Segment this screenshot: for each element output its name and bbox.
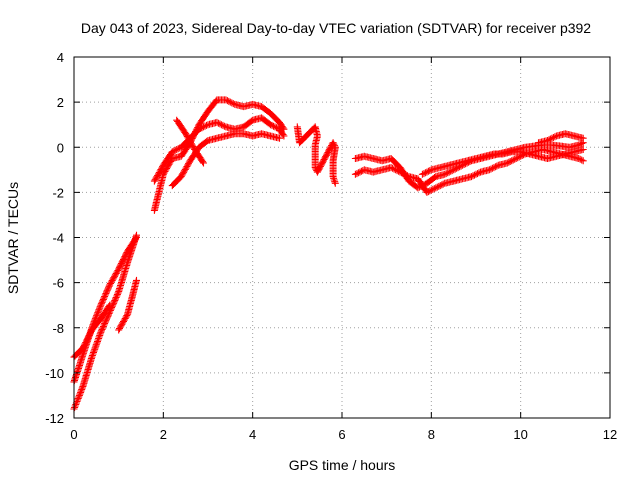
- series-track-i: [293, 123, 339, 187]
- series-track-k: [351, 146, 587, 196]
- series-track-m: [535, 130, 587, 147]
- series-track-a: [70, 231, 140, 413]
- x-tick-label: 6: [338, 427, 345, 442]
- data-series: [70, 96, 587, 413]
- x-axis-tick-labels: 0 2 4 6 8 10 12: [70, 427, 617, 442]
- chart-title: Day 043 of 2023, Sidereal Day-to-day VTE…: [81, 20, 591, 36]
- y-tick-label: -6: [52, 276, 64, 291]
- y-tick-label: -4: [52, 231, 64, 246]
- y-tick-label: -12: [45, 411, 64, 426]
- x-tick-label: 4: [249, 427, 256, 442]
- x-tick-label: 2: [160, 427, 167, 442]
- data-point-markers: [70, 301, 114, 361]
- x-tick-label: 0: [70, 427, 77, 442]
- data-point-markers: [70, 231, 140, 413]
- data-point-markers: [150, 114, 288, 185]
- data-point-markers: [168, 130, 283, 190]
- x-tick-label: 8: [428, 427, 435, 442]
- y-axis-tick-labels: -12 -10 -8 -6 -4 -2 0 2 4: [45, 50, 64, 426]
- data-point-markers: [115, 276, 140, 334]
- y-tick-label: -2: [52, 185, 64, 200]
- data-point-markers: [293, 123, 339, 187]
- data-point-markers: [173, 116, 207, 167]
- series-track-l: [418, 146, 587, 178]
- x-axis-label: GPS time / hours: [289, 457, 396, 473]
- data-point-markers: [535, 130, 587, 147]
- series-track-g: [168, 130, 283, 190]
- grid: [74, 57, 610, 418]
- y-tick-label: 4: [57, 50, 64, 65]
- series-track-d: [115, 276, 140, 334]
- y-tick-label: -8: [52, 321, 64, 336]
- x-tick-label: 10: [513, 427, 527, 442]
- axis-ticks: [73, 56, 611, 419]
- y-tick-label: 0: [57, 140, 64, 155]
- y-tick-label: -10: [45, 366, 64, 381]
- data-point-markers: [418, 146, 587, 178]
- x-tick-label: 12: [603, 427, 617, 442]
- series-track-f: [150, 114, 288, 185]
- series-track-h: [173, 116, 207, 167]
- data-point-markers: [351, 146, 587, 196]
- y-tick-label: 2: [57, 95, 64, 110]
- series-track-c: [70, 301, 114, 361]
- y-axis-label: SDTVAR / TECUs: [5, 182, 21, 294]
